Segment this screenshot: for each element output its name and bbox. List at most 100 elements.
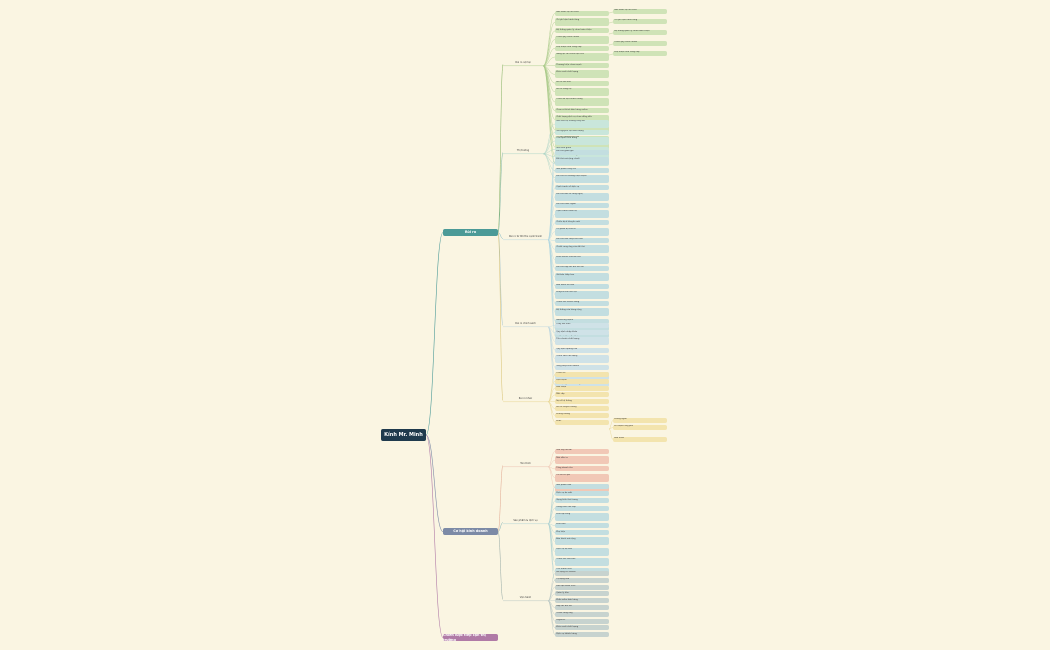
leaf-node[interactable]: Khuyến mãi liên tục: [555, 290, 609, 299]
leaf-node[interactable]: Chuỗi cung ứng: [555, 611, 609, 617]
leaf-node[interactable]: Tiêu chuẩn chất lượng: [555, 337, 609, 346]
leaf-node[interactable]: Phần mềm bán hàng: [555, 598, 609, 604]
leaf-node[interactable]: Bảo hành mở rộng: [555, 537, 609, 546]
connector-line: [425, 434, 444, 638]
leaf-node[interactable]: Thiếu quy trình chuẩn: [555, 35, 609, 44]
leaf-node[interactable]: Phụ thuộc nhà cung cấp: [613, 51, 667, 56]
leaf-node[interactable]: Mất nhân sự chủ chốt: [613, 9, 667, 14]
leaf-node[interactable]: Chăm sóc khách hàng: [555, 301, 609, 307]
leaf-node[interactable]: Rủi ro truyền thông: [555, 406, 609, 411]
leaf-node[interactable]: Chất lượng dịch vụ chưa đồng đều: [555, 115, 609, 124]
leaf-node[interactable]: Đối thủ sao chép mô hình: [555, 238, 609, 243]
leaf-node[interactable]: Thương hiệu chưa mạnh: [555, 63, 609, 69]
leaf-node[interactable]: Rủi ro công nợ: [555, 87, 609, 96]
leaf-node[interactable]: Dịch bệnh: [555, 378, 609, 384]
connector-line: [497, 152, 504, 233]
sub-branch-node[interactable]: Sản phẩm & dịch vụ: [513, 519, 538, 523]
leaf-node[interactable]: Mất nhân sự chủ chốt: [555, 11, 609, 16]
leaf-node[interactable]: Gọng kính thời trang: [555, 498, 609, 504]
leaf-node[interactable]: Đối thủ có thương hiệu mạnh: [555, 174, 609, 183]
sub-branch-node[interactable]: Thị trường: [516, 149, 530, 153]
leaf-node[interactable]: Đối thủ hợp tác đối tác lớn: [555, 265, 609, 271]
leaf-node[interactable]: Thiên tai: [555, 372, 609, 377]
leaf-node[interactable]: Năng lực tài chính hạn chế: [555, 53, 609, 61]
leaf-node[interactable]: Đối thủ nước ngoài: [555, 202, 609, 208]
leaf-node[interactable]: Kính râm: [555, 523, 609, 528]
leaf-node[interactable]: Khác: [555, 419, 609, 425]
leaf-node[interactable]: Kế hoạch ứng phó: [613, 425, 667, 430]
leaf-node[interactable]: Đối thủ mở rộng chuỗi: [555, 157, 609, 166]
leaf-node[interactable]: Hỏa hoạn: [555, 385, 609, 391]
leaf-node[interactable]: Thiếu dữ liệu khách hàng: [555, 98, 609, 106]
leaf-node[interactable]: Chưa có kênh bán hàng online: [555, 108, 609, 114]
leaf-node[interactable]: Kênh online của đối thủ: [555, 255, 609, 264]
branch-node[interactable]: Cơ hội kinh doanh: [443, 528, 498, 535]
sub-branch-node[interactable]: Rủi ro nội tại: [515, 61, 531, 65]
leaf-node[interactable]: Bảo hiểm: [613, 437, 667, 442]
leaf-node[interactable]: Sản phẩm mới: [555, 484, 609, 489]
leaf-node[interactable]: Hệ thống cửa hàng rộng: [555, 308, 609, 317]
leaf-node[interactable]: Đối thủ đầu tư công nghệ: [555, 192, 609, 201]
sub-branch-node[interactable]: Rủi ro từ đối thủ cạnh tranh: [508, 235, 543, 239]
leaf-node[interactable]: Kiểm soát chất lượng: [555, 70, 609, 79]
leaf-node[interactable]: Mất cắp: [555, 392, 609, 398]
leaf-node[interactable]: Kiểm soát chất lượng: [555, 625, 609, 631]
leaf-node[interactable]: Sự cố hệ thống: [555, 399, 609, 405]
leaf-node[interactable]: Vốn vay ưu đãi: [555, 449, 609, 454]
leaf-node[interactable]: Thị hiếu khách hàng: [555, 154, 609, 159]
leaf-node[interactable]: Dịch vụ khách hàng: [555, 632, 609, 638]
connector-line: [542, 123, 556, 154]
leaf-node[interactable]: Phụ kiện: [555, 530, 609, 536]
leaf-node[interactable]: Tròng kính cao cấp: [555, 505, 609, 511]
leaf-node[interactable]: Cạnh tranh nhân sự: [555, 210, 609, 219]
leaf-node[interactable]: Thay đổi thuế: [555, 323, 609, 328]
leaf-node[interactable]: Đào tạo nhân viên: [555, 584, 609, 590]
leaf-node[interactable]: Kính áp tròng: [555, 512, 609, 521]
branch-node[interactable]: Rủi ro: [443, 229, 498, 236]
leaf-node[interactable]: Mở rộng chi nhánh: [555, 571, 609, 576]
leaf-node[interactable]: Nhà đầu tư: [555, 456, 609, 465]
sub-branch-node[interactable]: Rủi ro chính sách: [515, 322, 536, 326]
leaf-node[interactable]: Chi phí vận hành tăng: [613, 19, 667, 24]
leaf-node[interactable]: Sản phẩm thay thế: [555, 167, 609, 173]
branch-node[interactable]: Chiến lược tiếp cận thị trường: [443, 634, 498, 641]
leaf-node[interactable]: Khủng hoảng: [555, 412, 609, 418]
leaf-node[interactable]: Tăng doanh thu: [555, 466, 609, 472]
leaf-node[interactable]: Tự động hóa: [555, 577, 609, 583]
leaf-node[interactable]: Hệ thống quản lý chưa hoàn thiện: [613, 30, 667, 35]
leaf-node[interactable]: Chính sách lao động: [555, 354, 609, 363]
connector-line: [497, 232, 504, 239]
leaf-node[interactable]: Bảo hành tốt hơn: [555, 283, 609, 289]
leaf-node[interactable]: Chuỗi cung ứng của đối thủ: [555, 245, 609, 254]
leaf-node[interactable]: Dịch vụ đo mắt: [555, 491, 609, 497]
leaf-node[interactable]: Giá bán thấp hơn: [555, 273, 609, 282]
leaf-node[interactable]: Chi phí vận hành tăng: [555, 18, 609, 27]
leaf-node[interactable]: Giấy phép kinh doanh: [555, 365, 609, 370]
leaf-node[interactable]: Logistics: [555, 618, 609, 624]
sub-branch-node[interactable]: Tài chính: [520, 462, 531, 466]
leaf-node[interactable]: Quản lý kho: [555, 591, 609, 597]
leaf-node[interactable]: Thói quen tiêu dùng: [555, 137, 609, 145]
leaf-node[interactable]: Hợp tác đối tác: [555, 605, 609, 610]
leaf-node[interactable]: Cạnh tranh về dịch vụ: [555, 185, 609, 191]
leaf-node[interactable]: Rủi ro tồn kho: [555, 80, 609, 86]
leaf-node[interactable]: Phòng ngừa: [613, 418, 667, 423]
leaf-node[interactable]: Hệ thống quản lý chưa hoàn thiện: [555, 28, 609, 34]
leaf-node[interactable]: Sức mua giảm: [555, 147, 609, 152]
leaf-node[interactable]: Chăm sóc sau bán: [555, 557, 609, 566]
root-node[interactable]: Kính Mr. Minh: [381, 429, 426, 441]
leaf-node[interactable]: Marketing mạnh: [555, 318, 609, 324]
leaf-node[interactable]: Quy định quảng cáo: [555, 347, 609, 353]
leaf-node[interactable]: Chiến dịch khuyến mãi: [555, 220, 609, 226]
leaf-node[interactable]: Giá nguyên liệu biến động: [555, 130, 609, 135]
leaf-node[interactable]: Dịch vụ tại nhà: [555, 547, 609, 556]
leaf-node[interactable]: Phụ thuộc nhà cung cấp: [555, 45, 609, 51]
leaf-node[interactable]: Tối ưu chi phí: [555, 473, 609, 482]
leaf-node[interactable]: Nhu cầu thị trường thay đổi: [555, 120, 609, 128]
sub-branch-node[interactable]: Vận hành: [519, 596, 532, 600]
sub-branch-node[interactable]: Rủi ro khác: [518, 397, 533, 401]
leaf-node[interactable]: Quy định nhập khẩu: [555, 330, 609, 336]
leaf-node[interactable]: Thị phần bị chia sẻ: [555, 227, 609, 236]
leaf-node[interactable]: Thiếu quy trình chuẩn: [613, 41, 667, 46]
leaf-node[interactable]: Đối thủ giảm giá: [555, 150, 609, 155]
